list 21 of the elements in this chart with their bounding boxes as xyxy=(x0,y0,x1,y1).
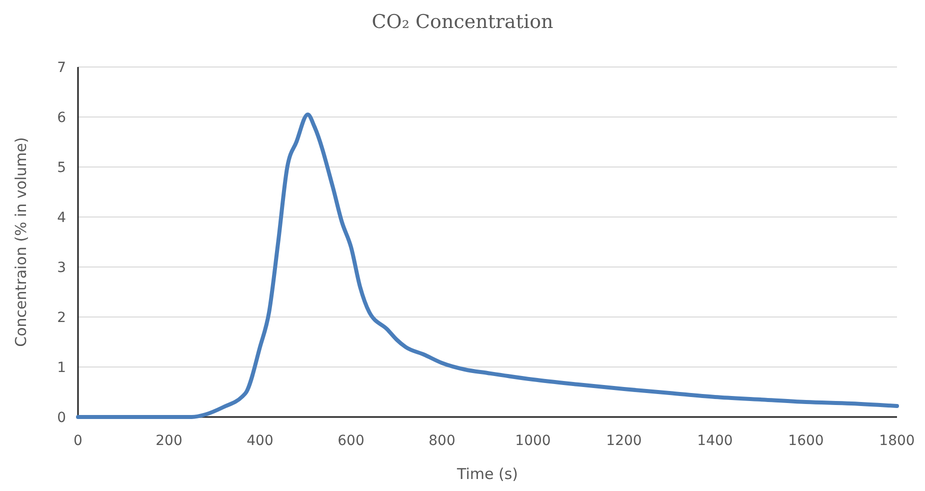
x-tick-label: 200 xyxy=(156,433,182,449)
x-tick-label: 0 xyxy=(74,433,82,449)
y-tick-label: 1 xyxy=(57,360,66,376)
x-tick-label: 400 xyxy=(246,433,274,449)
x-tick-label: 800 xyxy=(428,433,456,449)
x-tick-label: 1200 xyxy=(606,433,642,449)
x-tick-label: 1800 xyxy=(879,433,915,449)
y-tick-label: 7 xyxy=(57,60,66,76)
x-tick-label: 600 xyxy=(338,433,364,449)
y-tick-label: 2 xyxy=(57,310,66,326)
x-tick-label: 1000 xyxy=(515,433,551,449)
y-axis-title: Concentraion (% in volume) xyxy=(12,137,30,347)
y-tick-label: 0 xyxy=(57,410,66,426)
chart-title: CO₂ Concentration xyxy=(372,11,554,33)
x-tick-label: 1400 xyxy=(697,433,733,449)
y-tick-label: 6 xyxy=(57,110,66,126)
y-tick-label: 5 xyxy=(57,160,66,176)
y-tick-label: 3 xyxy=(57,260,66,276)
y-tick-label: 4 xyxy=(57,210,66,226)
x-tick-label: 1600 xyxy=(788,433,824,449)
x-axis-title: Time (s) xyxy=(456,465,518,483)
